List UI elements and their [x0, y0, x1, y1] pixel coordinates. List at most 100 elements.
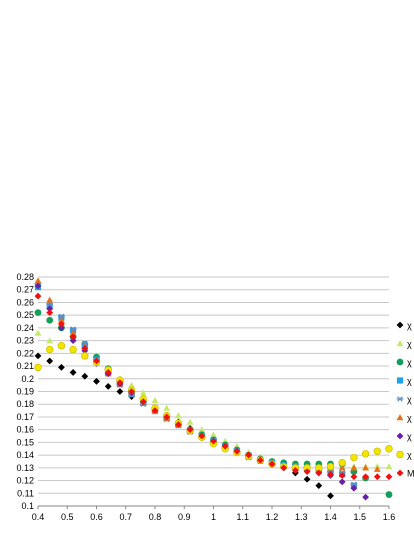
x-tick-label: 1.6: [383, 512, 396, 522]
data-point: [58, 313, 65, 320]
data-point: [303, 475, 311, 483]
data-point: [210, 431, 217, 438]
data-point: [58, 320, 65, 328]
data-point: [175, 412, 182, 419]
legend-marker: [396, 450, 404, 459]
y-tick-label: 0.11: [17, 488, 34, 498]
data-point: [116, 379, 124, 386]
y-tick-label: 0.19: [16, 387, 34, 397]
legend-label: χ: [407, 432, 412, 442]
data-point: [128, 381, 135, 388]
x-tick-label: 0.4: [32, 512, 45, 522]
data-point: [58, 363, 65, 371]
legend-label: χ: [407, 339, 412, 349]
x-tick-label: 1.1: [236, 512, 249, 522]
data-point: [362, 464, 369, 471]
y-tick-label: 0.25: [16, 310, 34, 320]
data-point: [198, 432, 206, 440]
data-point: [34, 329, 42, 336]
data-point: [186, 418, 194, 425]
data-point: [385, 491, 393, 498]
data-point: [139, 389, 147, 396]
data-point: [350, 464, 358, 471]
y-tick-label: 0.16: [16, 425, 34, 435]
data-point: [81, 344, 89, 352]
legend-marker: [396, 377, 404, 384]
star-stroke: [70, 326, 76, 332]
legend-label: χ: [407, 376, 412, 386]
legend-marker: [396, 469, 404, 477]
data-point: [69, 337, 77, 345]
data-point: [58, 324, 65, 332]
data-point: [350, 481, 358, 488]
data-point: [46, 337, 54, 344]
data-point: [198, 426, 206, 433]
data-point: [373, 465, 381, 472]
grid-lines: [38, 276, 389, 507]
data-point: [69, 333, 77, 341]
x-tick-label: 1.3: [295, 512, 308, 522]
y-tick-label: 0.15: [16, 437, 34, 447]
data-point: [58, 316, 65, 323]
y-tick-label: 0.27: [16, 285, 34, 295]
legend-marker: [396, 396, 404, 402]
y-tick-label: 0.28: [16, 272, 34, 282]
star-stroke: [351, 481, 357, 488]
data-point: [362, 473, 369, 481]
y-tick-label: 0.13: [16, 463, 34, 473]
data-point: [233, 447, 241, 455]
data-point: [69, 345, 77, 354]
series-1: [34, 329, 393, 470]
data-point: [350, 453, 358, 462]
data-point: [116, 388, 124, 395]
y-tick-label: 0.1: [21, 501, 34, 511]
legend-marker: [396, 414, 404, 421]
data-point: [163, 413, 171, 421]
data-point: [128, 388, 135, 395]
data-point: [104, 369, 112, 376]
data-point: [210, 437, 217, 445]
data-point: [303, 468, 311, 476]
data-point: [338, 464, 346, 471]
data-point: [338, 472, 346, 479]
data-point: [163, 404, 171, 411]
data-point: [81, 352, 89, 360]
data-series: [34, 277, 393, 501]
data-point: [327, 492, 334, 500]
x-tick-label: 0.9: [178, 512, 191, 522]
y-tick-label: 0.22: [16, 348, 34, 358]
data-point: [139, 398, 147, 406]
x-tick-label: 1.4: [324, 512, 337, 522]
series-8: [34, 292, 393, 481]
data-point: [46, 357, 54, 365]
y-tick-label: 0.18: [16, 399, 34, 409]
y-tick-label: 0.26: [16, 297, 34, 307]
legend-marker: [396, 340, 404, 347]
data-point: [151, 397, 159, 404]
data-point: [175, 421, 182, 428]
star-stroke: [397, 396, 403, 402]
legend-label: χ: [407, 413, 412, 423]
data-point: [361, 450, 370, 458]
data-point: [362, 493, 369, 501]
x-tick-label: 1: [211, 512, 216, 522]
data-point: [46, 296, 54, 303]
data-point: [151, 407, 159, 414]
data-point: [338, 478, 346, 486]
data-point: [46, 305, 54, 313]
data-point: [315, 469, 323, 477]
data-point: [385, 445, 393, 453]
data-point: [326, 462, 335, 471]
x-tick-label: 0.6: [90, 512, 103, 522]
legend-label: χ: [407, 395, 412, 405]
x-tick-label: 1.5: [353, 512, 366, 522]
data-point: [327, 470, 334, 478]
tick-labels: 0.1 0.11 0.12 0.13 0.14 0.15 0.16 0.17 0.18 0.19 0…: [16, 272, 395, 522]
data-point: [46, 316, 54, 324]
y-tick-label: 0.12: [16, 476, 34, 486]
data-point: [34, 352, 42, 360]
data-point: [34, 309, 42, 317]
data-point: [280, 464, 288, 472]
data-point: [186, 426, 194, 434]
